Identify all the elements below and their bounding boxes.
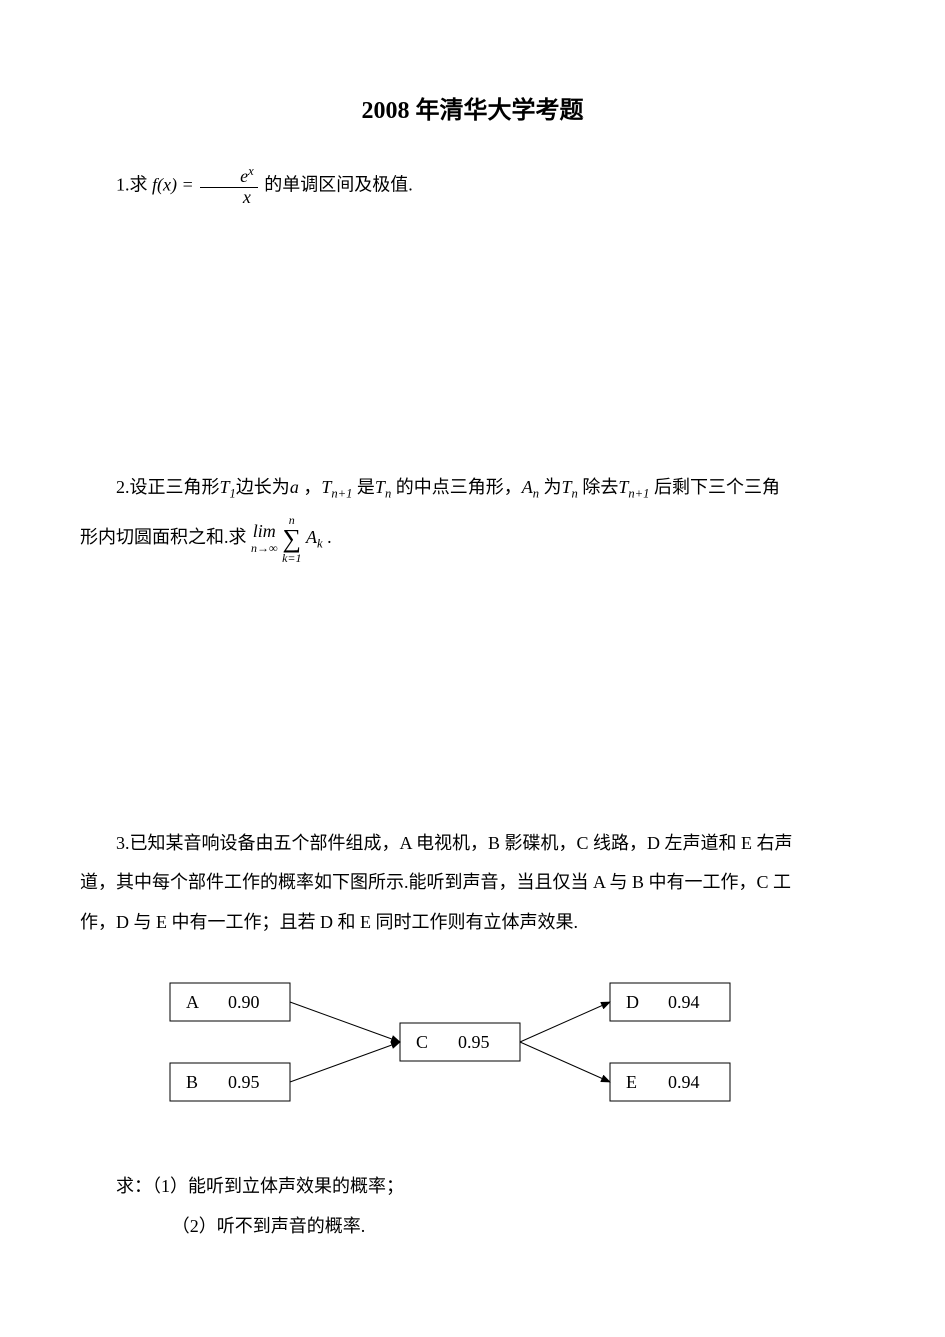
- node-A-prob: 0.90: [228, 992, 260, 1012]
- page-title: 2008 年清华大学考题: [80, 90, 865, 125]
- q2-Tn3: T: [618, 477, 628, 497]
- q2-Tn2: T: [562, 477, 572, 497]
- node-E-label: E: [626, 1072, 637, 1092]
- q2-l1g: 后剩下三个三角: [649, 477, 780, 497]
- problem-1-line: 1.求 f(x) = ex x 的单调区间及极值.: [80, 165, 865, 208]
- node-C-label: C: [416, 1032, 428, 1052]
- q2-Tn: T: [375, 477, 385, 497]
- q2-Ak-sub: k: [317, 537, 323, 551]
- probability-diagram: A 0.90 B 0.95 C 0.95 D 0.94 E 0.94: [140, 963, 865, 1148]
- node-D: D 0.94: [610, 983, 730, 1021]
- q1-func-lhs: f(x) =: [152, 174, 198, 194]
- node-B-prob: 0.95: [228, 1072, 260, 1092]
- q3-line3: 作，D 与 E 中有一工作；且若 D 和 E 同时工作则有立体声效果.: [80, 903, 865, 943]
- node-E: E 0.94: [610, 1063, 730, 1101]
- diagram-svg: A 0.90 B 0.95 C 0.95 D 0.94 E 0.94: [140, 963, 760, 1133]
- node-C: C 0.95: [400, 1023, 520, 1061]
- q1-num: e: [240, 166, 248, 186]
- q2-l1c: 是: [352, 477, 375, 497]
- problem-2: 2.设正三角形T1边长为a ，Tn+1 是Tn 的中点三角形，An 为Tn 除去…: [80, 468, 865, 564]
- node-C-prob: 0.95: [458, 1032, 490, 1052]
- q2-period: .: [327, 527, 332, 547]
- q2-l2a: 形内切圆面积之和.求: [80, 527, 247, 547]
- problem-2-line1: 2.设正三角形T1边长为a ，Tn+1 是Tn 的中点三角形，An 为Tn 除去…: [80, 468, 865, 508]
- lim-operator: lim n→∞: [251, 522, 278, 555]
- q2-l1f: 除去: [578, 477, 619, 497]
- q3-sub1: 求：（1）能听到立体声效果的概率；: [80, 1167, 865, 1207]
- q3-line1: 3.已知某音响设备由五个部件组成，A 电视机，B 影碟机，C 线路，D 左声道和…: [80, 824, 865, 864]
- edge-B-C: [290, 1042, 400, 1082]
- edge-C-D: [520, 1002, 610, 1042]
- q3-sub2: （2）听不到声音的概率.: [172, 1207, 865, 1247]
- q2-l1e: 为: [539, 477, 562, 497]
- q2-Tn1: T: [321, 477, 331, 497]
- q2-An: A: [522, 477, 533, 497]
- q1-num-sup: x: [248, 164, 254, 178]
- lim-top: lim: [251, 522, 278, 542]
- sum-operator: n ∑ k=1: [282, 514, 301, 564]
- q1-prefix: 1.求: [116, 174, 148, 194]
- edge-C-E: [520, 1042, 610, 1082]
- q2-l1d: 的中点三角形，: [391, 477, 522, 497]
- problem-2-line2: 形内切圆面积之和.求 lim n→∞ n ∑ k=1 Ak .: [80, 514, 865, 564]
- q2-Ak: A: [306, 527, 317, 547]
- q2-c1: ，: [299, 477, 322, 497]
- edge-A-C: [290, 1002, 400, 1042]
- q2-Tn1-sub: n+1: [331, 486, 352, 500]
- q2-Tn3-sub: n+1: [628, 486, 649, 500]
- q2-a: a: [290, 477, 299, 497]
- sum-bot: k=1: [282, 552, 301, 564]
- q1-fraction: ex x: [200, 165, 258, 208]
- q3-line2: 道，其中每个部件工作的概率如下图所示.能听到声音，当且仅当 A 与 B 中有一工…: [80, 863, 865, 903]
- q2-T1: T: [220, 477, 230, 497]
- q2-l1b: 边长为: [236, 477, 290, 497]
- node-B: B 0.95: [170, 1063, 290, 1101]
- q2-l1a: 2.设正三角形: [116, 477, 220, 497]
- problem-3: 3.已知某音响设备由五个部件组成，A 电视机，B 影碟机，C 线路，D 左声道和…: [80, 824, 865, 1247]
- exam-page: 2008 年清华大学考题 1.求 f(x) = ex x 的单调区间及极值. 2…: [0, 0, 945, 1337]
- q3-subquestions: 求：（1）能听到立体声效果的概率； （2）听不到声音的概率.: [80, 1167, 865, 1246]
- problem-1: 1.求 f(x) = ex x 的单调区间及极值.: [80, 165, 865, 208]
- node-A: A 0.90: [170, 983, 290, 1021]
- node-A-label: A: [186, 992, 199, 1012]
- q1-suffix: 的单调区间及极值.: [264, 174, 413, 194]
- sum-sym: ∑: [282, 526, 301, 552]
- node-D-prob: 0.94: [668, 992, 700, 1012]
- node-D-label: D: [626, 992, 639, 1012]
- node-B-label: B: [186, 1072, 198, 1092]
- q1-den: x: [243, 187, 251, 207]
- node-E-prob: 0.94: [668, 1072, 700, 1092]
- lim-bot: n→∞: [251, 542, 278, 555]
